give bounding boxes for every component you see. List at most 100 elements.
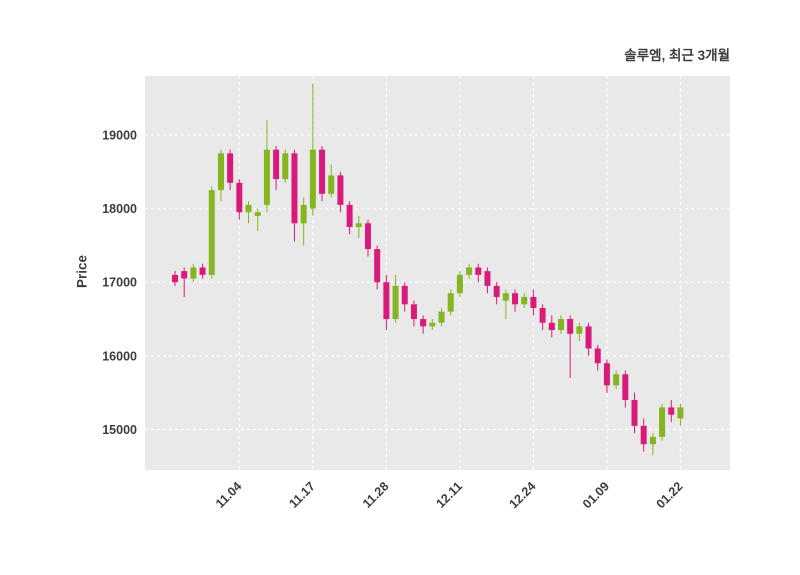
candle-down (346, 201, 353, 235)
candle-body (337, 175, 344, 205)
y-tick-label: 15000 (102, 423, 137, 437)
x-tick-label: 12.24 (507, 479, 539, 511)
candle-body (309, 149, 316, 209)
candle-body (603, 363, 610, 386)
candle-body (447, 293, 454, 312)
candle-down (475, 263, 482, 283)
candle-up (392, 274, 399, 323)
candle-up (429, 319, 436, 331)
candle-body (420, 319, 427, 327)
candle-down (548, 315, 555, 338)
candle-body (199, 267, 206, 275)
candle-down (668, 400, 675, 423)
candle-down (484, 267, 491, 294)
candle-body (677, 407, 684, 419)
y-tick-label: 16000 (102, 349, 137, 363)
candle-body (319, 149, 326, 194)
candle-body (557, 319, 564, 331)
candle-up (677, 403, 684, 426)
y-tick-label: 17000 (102, 276, 137, 290)
candle-down (227, 149, 234, 191)
candle-body (291, 153, 298, 224)
candle-up (254, 208, 261, 231)
candle-body (622, 374, 629, 401)
candle-body (374, 249, 381, 283)
candle-down (291, 149, 298, 242)
candle-down (337, 171, 344, 213)
candle-body (512, 293, 519, 305)
candle-down (236, 179, 243, 220)
candle-down (374, 245, 381, 290)
candle-body (567, 319, 574, 334)
candle-body (521, 296, 528, 305)
candle-body (438, 311, 445, 323)
candle-up (502, 289, 509, 320)
candle-body (190, 267, 197, 279)
candle-body (475, 267, 482, 275)
candle-body (640, 425, 647, 445)
candle-body (227, 153, 234, 183)
candle-body (613, 374, 620, 386)
candle-body (668, 407, 675, 415)
candle-up (521, 293, 528, 308)
candle-down (539, 304, 546, 331)
candle-up (217, 149, 224, 202)
candle-down (585, 322, 592, 356)
candle-body (484, 271, 491, 286)
candle-up (659, 403, 666, 441)
candle-down (631, 392, 638, 434)
candle-body (181, 271, 188, 279)
x-tick-label: 11.17 (286, 479, 318, 511)
candle-down (420, 315, 427, 334)
candle-up (263, 120, 270, 213)
candle-down (181, 267, 188, 297)
candle-body (208, 190, 215, 275)
candle-body (364, 223, 371, 250)
candle-up (245, 201, 252, 224)
candle-down (530, 289, 537, 316)
candle-down (199, 263, 206, 279)
candle-down (512, 289, 519, 312)
x-tick-label: 01.09 (580, 479, 612, 511)
candle-body (282, 153, 289, 180)
candle-body (300, 204, 307, 224)
candle-body (585, 326, 592, 349)
candle-body (548, 322, 555, 331)
candle-down (603, 359, 610, 393)
candle-body (355, 223, 362, 227)
candle-body (631, 400, 638, 426)
plot-area (145, 76, 730, 470)
candle-body (410, 304, 417, 320)
candle-up (447, 289, 454, 316)
candle-body (383, 282, 390, 320)
candle-up (438, 307, 445, 327)
candle-body (429, 322, 436, 327)
candle-down (401, 282, 408, 312)
candle-down (273, 145, 280, 191)
candle-body (217, 153, 224, 191)
x-tick-label: 12.11 (433, 479, 465, 511)
candle-body (172, 274, 178, 283)
candle-body (263, 149, 270, 205)
candle-up (355, 215, 362, 239)
chart-title: 솔루엠, 최근 3개월 (624, 48, 730, 63)
candle-down (640, 418, 647, 452)
candle-body (649, 436, 656, 445)
y-tick-label: 18000 (102, 202, 137, 216)
y-tick-label: 19000 (102, 128, 137, 142)
candle-down (594, 344, 601, 371)
candle-body (401, 285, 408, 305)
candle-down (319, 145, 326, 202)
candle-down (567, 315, 574, 378)
candle-up (456, 271, 463, 297)
candle-up (576, 322, 583, 342)
candle-up (466, 263, 473, 279)
candle-body (273, 149, 280, 180)
candle-up (300, 197, 307, 246)
candle-body (539, 307, 546, 323)
candle-body (594, 348, 601, 364)
candle-body (493, 285, 500, 297)
candle-body (392, 285, 399, 320)
